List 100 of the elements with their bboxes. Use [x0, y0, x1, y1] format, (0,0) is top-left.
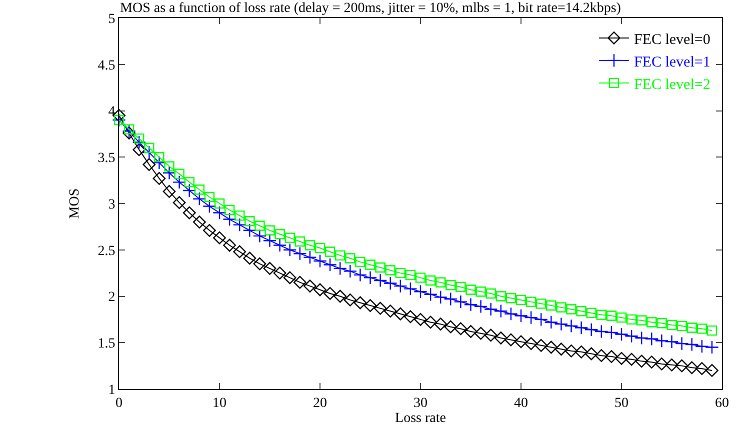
point — [262, 234, 277, 248]
point — [526, 296, 536, 307]
x-tick-label: 50 — [614, 396, 628, 411]
point — [263, 262, 276, 275]
point — [335, 250, 346, 261]
point — [313, 254, 327, 268]
point — [244, 216, 255, 226]
x-tick-label: 20 — [313, 396, 327, 411]
point — [353, 268, 368, 282]
point — [635, 354, 648, 368]
point — [172, 196, 186, 210]
y-axis-title: MOS — [67, 188, 82, 219]
point — [696, 324, 707, 334]
point — [646, 317, 657, 328]
point — [706, 325, 718, 336]
point — [204, 192, 215, 202]
x-axis-title: Loss rate — [395, 411, 446, 426]
point — [554, 317, 568, 331]
point — [476, 286, 486, 297]
point — [415, 272, 426, 283]
point — [584, 347, 598, 360]
point — [506, 293, 516, 304]
point — [414, 312, 427, 326]
point — [242, 224, 257, 238]
point — [314, 283, 326, 296]
point — [584, 322, 598, 337]
point — [365, 260, 376, 270]
point — [546, 300, 556, 311]
point — [152, 172, 166, 185]
point — [615, 352, 628, 365]
point — [625, 352, 638, 366]
point — [212, 206, 226, 220]
point — [516, 294, 526, 306]
point — [706, 364, 718, 377]
point — [664, 334, 679, 349]
point — [566, 304, 576, 314]
point — [514, 335, 528, 348]
point — [364, 299, 377, 312]
point — [434, 290, 448, 304]
point — [283, 271, 296, 284]
point — [474, 326, 488, 340]
point — [536, 298, 546, 309]
point — [574, 345, 588, 358]
y-tick-label: 3 — [108, 197, 116, 212]
point — [345, 253, 356, 264]
point — [645, 356, 658, 369]
point — [243, 252, 256, 265]
point — [454, 294, 468, 309]
point — [666, 320, 677, 330]
y-tick-label: 4 — [108, 104, 116, 120]
point — [213, 231, 226, 244]
point — [142, 158, 156, 171]
point — [674, 336, 689, 350]
point — [375, 262, 386, 273]
point — [222, 212, 236, 226]
point — [373, 274, 388, 288]
point — [203, 224, 216, 237]
point — [544, 315, 558, 330]
point — [576, 306, 586, 316]
point — [252, 229, 267, 243]
point — [586, 308, 596, 318]
point — [182, 184, 196, 198]
point — [596, 310, 606, 320]
point — [564, 319, 578, 333]
point — [224, 204, 235, 216]
point — [636, 315, 647, 326]
point — [304, 240, 316, 250]
point — [304, 280, 316, 292]
point — [273, 266, 286, 280]
point — [605, 350, 618, 363]
legend-label: FEC level=2 — [634, 76, 710, 93]
point — [456, 282, 466, 292]
point — [162, 166, 176, 180]
point — [132, 135, 146, 150]
point — [504, 333, 518, 346]
point — [494, 304, 508, 318]
point — [544, 340, 558, 354]
point — [424, 288, 438, 302]
point — [474, 300, 488, 314]
point — [344, 294, 357, 306]
point — [425, 275, 436, 286]
point — [223, 238, 236, 252]
point — [514, 308, 528, 323]
x-tick-label: 10 — [212, 396, 226, 411]
point — [154, 152, 164, 162]
point — [466, 284, 476, 295]
point — [174, 168, 184, 179]
y-tick-label: 3.5 — [98, 151, 116, 166]
point — [494, 332, 508, 344]
point — [324, 287, 336, 300]
point — [294, 236, 305, 247]
point — [264, 225, 275, 236]
point — [634, 331, 648, 345]
point — [253, 257, 266, 270]
point — [395, 268, 406, 278]
point — [374, 302, 387, 315]
point — [436, 277, 446, 288]
point — [686, 322, 697, 333]
point — [184, 177, 194, 188]
point — [404, 282, 418, 296]
